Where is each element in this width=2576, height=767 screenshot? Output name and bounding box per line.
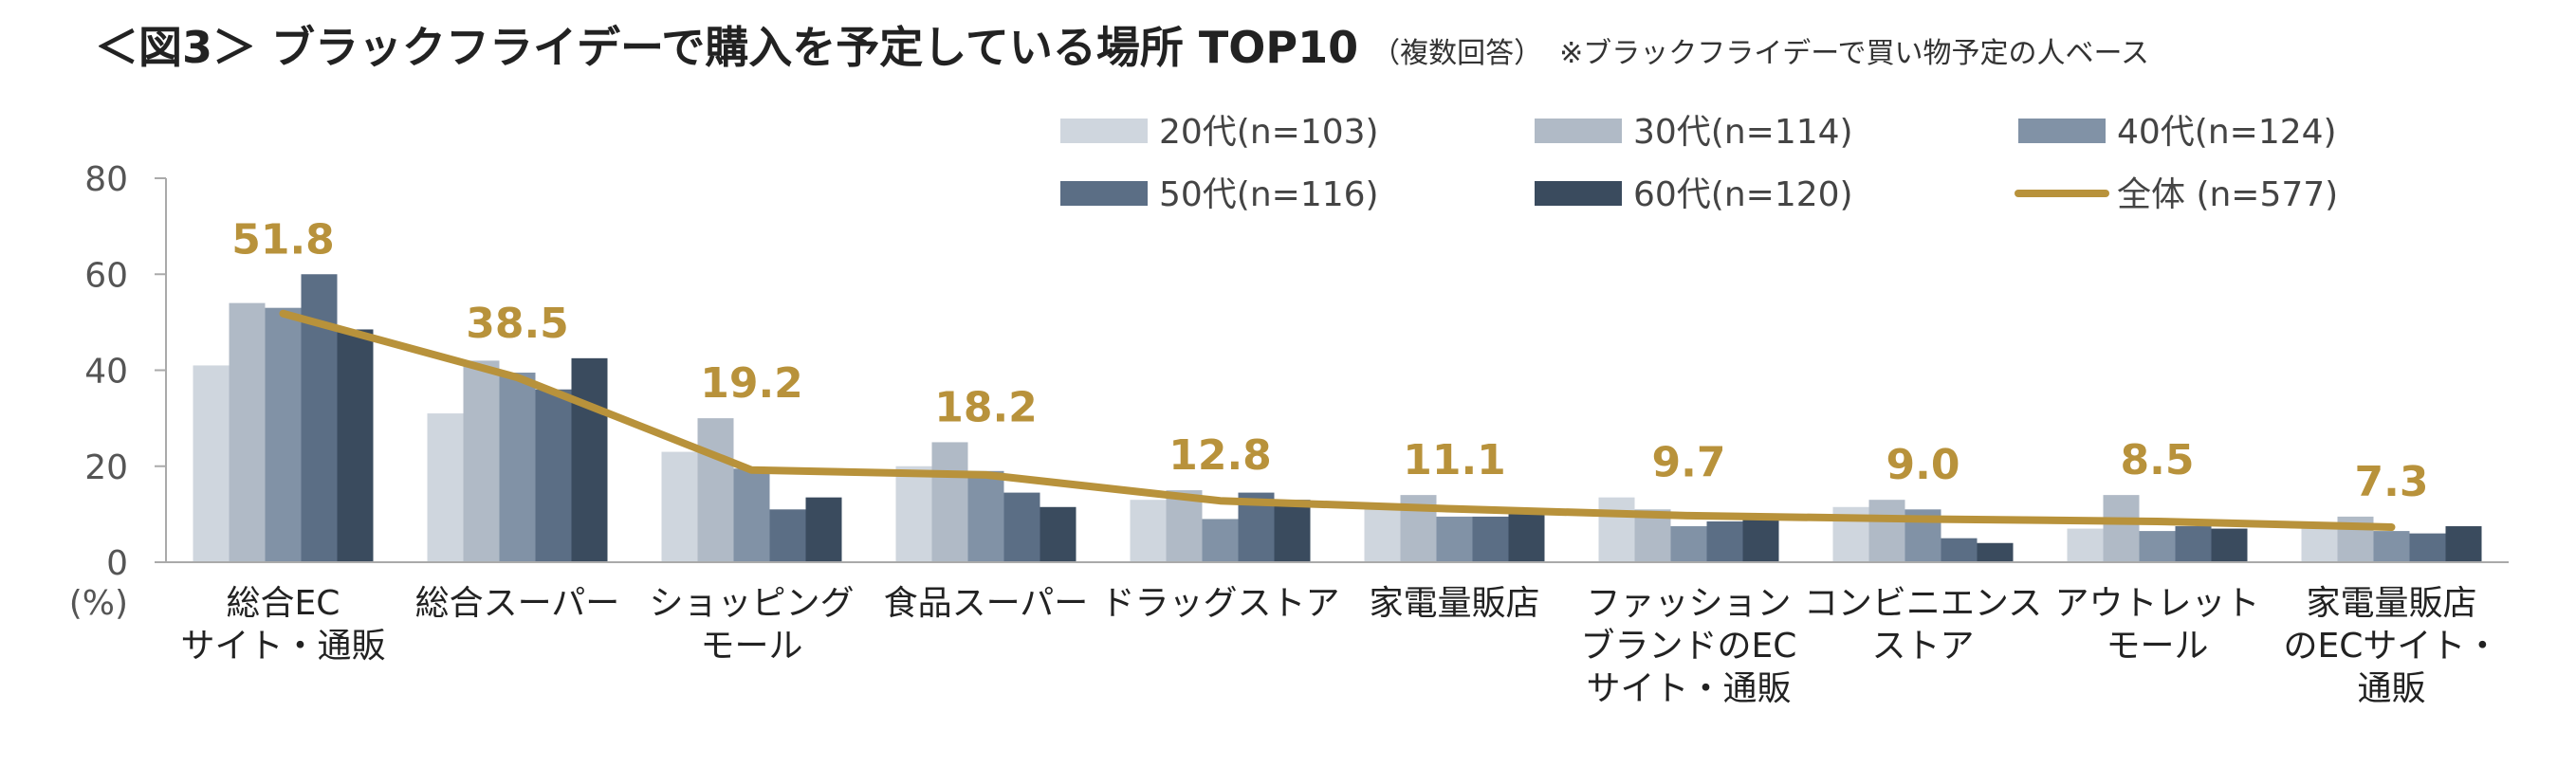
legend: 20代(n=103) 30代(n=114) 40代(n=124) 50代(n=116)… bbox=[1060, 113, 2338, 214]
category-label: ファッション bbox=[1586, 584, 1791, 623]
data-label: 9.0 bbox=[1886, 441, 1960, 489]
category-label: ブランドのEC bbox=[1581, 627, 1797, 666]
category-label: ショッピング bbox=[649, 584, 854, 623]
bar bbox=[661, 451, 698, 562]
bar bbox=[463, 360, 500, 562]
bar bbox=[931, 442, 968, 562]
bar bbox=[2373, 531, 2410, 562]
bar bbox=[1977, 542, 2014, 562]
y-tick-label: 40 bbox=[84, 353, 128, 392]
bar bbox=[1742, 519, 1779, 562]
bar bbox=[1040, 506, 1076, 562]
y-tick-label: 80 bbox=[84, 160, 128, 199]
bar bbox=[2211, 528, 2248, 562]
legend-label: 60代(n=120) bbox=[1633, 175, 1853, 214]
category-label: 総合スーパー bbox=[415, 584, 620, 623]
bar bbox=[2103, 495, 2140, 562]
bar bbox=[2445, 526, 2482, 562]
legend-label: 30代(n=114) bbox=[1633, 113, 1853, 152]
bar bbox=[1941, 538, 1978, 562]
legend-label: 40代(n=124) bbox=[2117, 113, 2337, 152]
data-label: 38.5 bbox=[466, 300, 569, 348]
category-label: 家電量販店 bbox=[1369, 584, 1539, 623]
bar bbox=[1436, 516, 1473, 562]
bar bbox=[229, 302, 266, 562]
legend-swatch bbox=[1060, 119, 1148, 143]
bar bbox=[2175, 526, 2212, 562]
bar bbox=[2409, 533, 2446, 562]
category-label: アウトレット bbox=[2054, 584, 2259, 623]
category-label: 家電量販店 bbox=[2306, 584, 2476, 623]
legend-swatch bbox=[2018, 119, 2106, 143]
data-label: 19.2 bbox=[700, 359, 803, 408]
category-label: サイト・通販 bbox=[180, 627, 385, 666]
bar bbox=[769, 509, 806, 562]
bar bbox=[427, 413, 464, 562]
bar bbox=[1670, 526, 1707, 562]
data-label: 12.8 bbox=[1168, 431, 1272, 480]
legend-swatch bbox=[1535, 119, 1622, 143]
bar bbox=[1130, 500, 1167, 562]
category-label: 通販 bbox=[2357, 669, 2425, 708]
bar bbox=[967, 470, 1004, 562]
total-series-line bbox=[279, 309, 2396, 532]
category-label: ストア bbox=[1871, 627, 1974, 666]
bar bbox=[805, 497, 842, 562]
bar bbox=[1508, 514, 1545, 562]
bar bbox=[535, 389, 572, 562]
bar bbox=[193, 365, 230, 562]
bar bbox=[337, 329, 374, 562]
bar bbox=[499, 373, 536, 562]
bar bbox=[1598, 497, 1635, 562]
legend-label: 全体 (n=577) bbox=[2117, 175, 2338, 214]
total-line bbox=[279, 309, 2396, 532]
y-tick-label: 60 bbox=[84, 256, 128, 295]
data-label: 7.3 bbox=[2355, 458, 2429, 506]
category-label: ドラッグストア bbox=[1100, 584, 1339, 623]
chart-title-note: ※ブラックフライデーで買い物予定の人ベース bbox=[1559, 37, 2149, 70]
bar bbox=[2139, 531, 2176, 562]
bar bbox=[1166, 490, 1203, 562]
category-label: 総合EC bbox=[227, 584, 340, 623]
bar bbox=[571, 357, 608, 562]
category-label: モール bbox=[700, 627, 802, 666]
bar bbox=[1868, 500, 1905, 562]
data-label: 8.5 bbox=[2121, 436, 2195, 484]
legend-label: 20代(n=103) bbox=[1159, 113, 1379, 152]
bar bbox=[733, 468, 770, 562]
legend-label: 50代(n=116) bbox=[1159, 175, 1379, 214]
data-label: 51.8 bbox=[231, 215, 335, 264]
y-tick-label: 0 bbox=[106, 544, 128, 583]
data-label: 9.7 bbox=[1652, 439, 1726, 487]
bar bbox=[2301, 528, 2338, 562]
bar bbox=[1364, 509, 1401, 562]
bar bbox=[265, 307, 302, 562]
category-label: のECサイト・ bbox=[2284, 627, 2500, 666]
chart-title-main: ＜図3＞ ブラックフライデーで購入を予定している場所 TOP10 bbox=[95, 22, 1359, 73]
legend-swatch bbox=[1060, 181, 1148, 206]
y-unit-label: (%) bbox=[69, 584, 128, 623]
legend-swatch bbox=[1535, 181, 1622, 206]
chart-title-sub: （複数回答） bbox=[1371, 37, 1543, 70]
category-label: コンビニエンス bbox=[1804, 584, 2042, 623]
bar bbox=[1202, 519, 1239, 562]
category-label: モール bbox=[2106, 627, 2208, 666]
data-label: 11.1 bbox=[1403, 436, 1506, 484]
bar bbox=[1274, 500, 1311, 562]
bar bbox=[1003, 492, 1040, 562]
y-axis: 0 20 40 60 80 (%) bbox=[69, 160, 167, 623]
category-label: 食品スーパー bbox=[884, 584, 1089, 623]
bar bbox=[1706, 520, 1743, 562]
data-labels: 51.8 38.5 19.2 18.2 12.8 11.1 9.7 9.0 8.5 7.3 bbox=[231, 215, 2428, 506]
bar bbox=[1472, 516, 1509, 562]
chart-title: ＜図3＞ ブラックフライデーで購入を予定している場所 TOP10 （複数回答） ※ブ… bbox=[95, 13, 2149, 76]
bar bbox=[697, 418, 734, 562]
bar bbox=[895, 466, 932, 562]
y-tick-label: 20 bbox=[84, 448, 128, 487]
data-label: 18.2 bbox=[934, 383, 1038, 431]
category-label: サイト・通販 bbox=[1586, 669, 1791, 708]
bar bbox=[2067, 528, 2104, 562]
